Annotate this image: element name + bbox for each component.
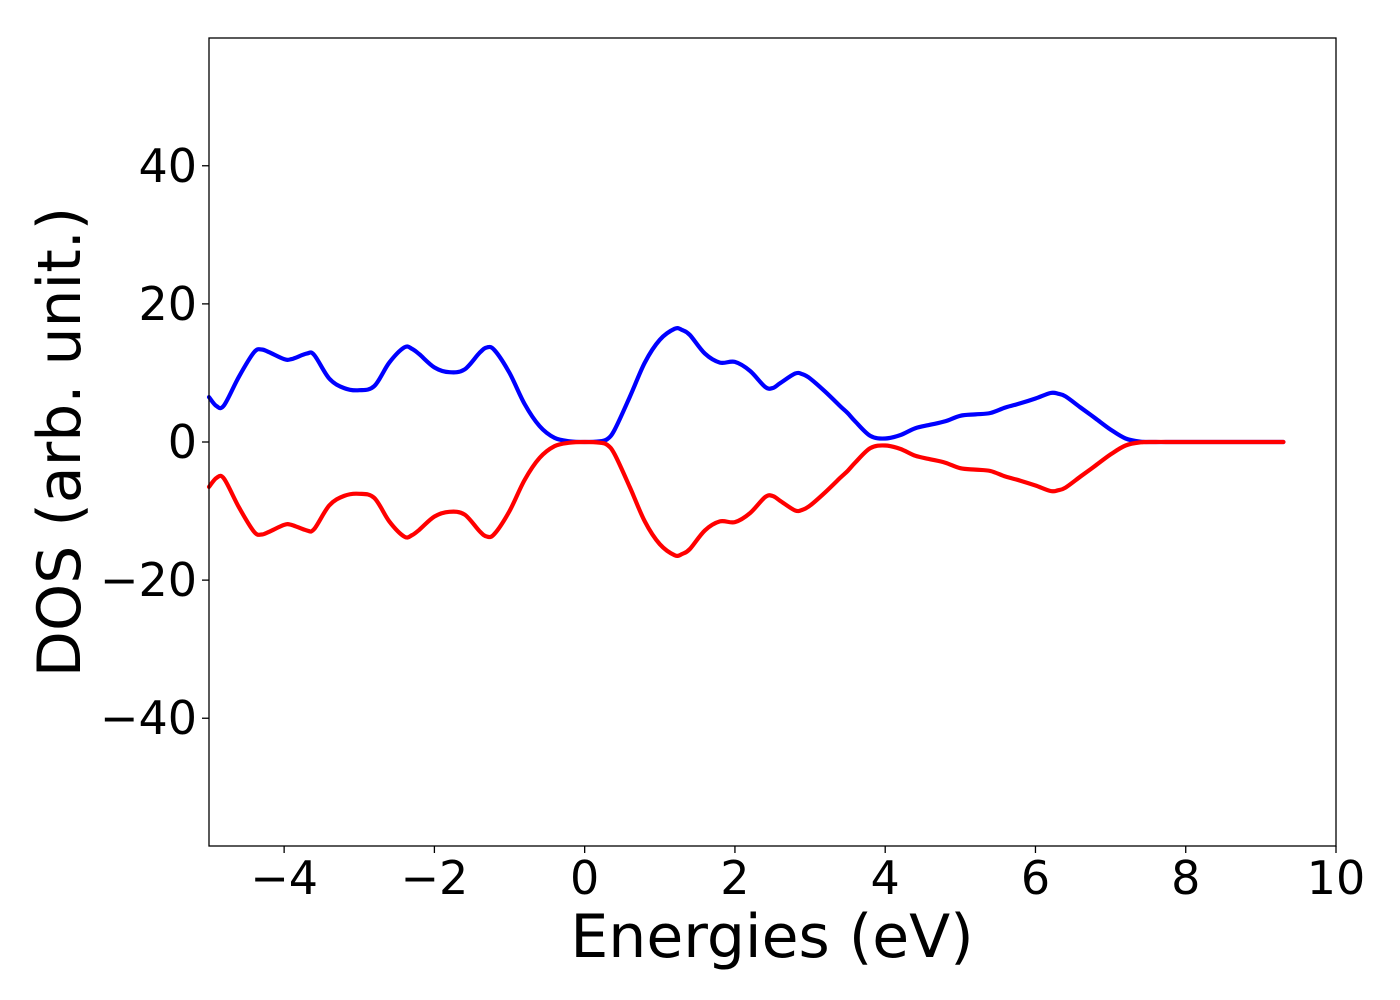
y-tick-label: −20 [100,553,197,607]
series-line-spin-up [206,326,1286,445]
series-line-spin-down [206,439,1286,558]
x-tick-label: −4 [250,851,318,905]
y-axis-label: DOS (arb. unit.) [25,207,95,677]
x-axis-ticks: −4 −2 0 2 4 6 8 10 [250,846,1365,905]
x-axis-label: Energies (eV) [570,902,973,972]
x-tick-label: 2 [720,851,749,905]
x-tick-label: 6 [1021,851,1050,905]
y-tick-label: −40 [100,691,197,745]
x-tick-label: 8 [1171,851,1200,905]
y-tick-label: 40 [138,139,197,193]
y-tick-label: 0 [168,415,197,469]
x-tick-label: −2 [400,851,468,905]
x-tick-label: 0 [570,851,599,905]
y-tick-label: 20 [138,277,197,331]
series-layer [206,326,1286,558]
y-axis-ticks: −40 −20 0 20 40 [100,139,209,745]
x-tick-label: 4 [871,851,900,905]
x-tick-label: 10 [1307,851,1366,905]
